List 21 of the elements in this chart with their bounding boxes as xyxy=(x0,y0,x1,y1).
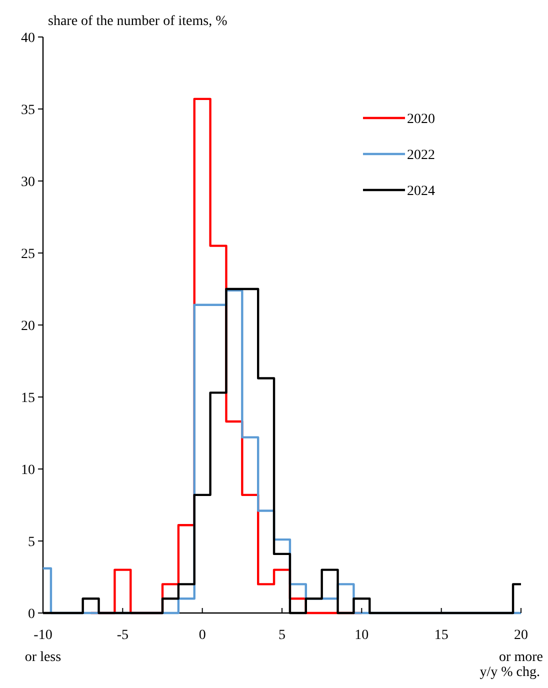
y-tick-label: 25 xyxy=(21,246,35,262)
legend-label: 2024 xyxy=(407,184,435,199)
x-axis-title: y/y % chg. xyxy=(480,665,540,680)
legend-label: 2022 xyxy=(407,148,435,163)
y-axis-title: share of the number of items, % xyxy=(48,14,228,29)
x-tick-label: 15 xyxy=(434,628,448,643)
x-tick-label: -5 xyxy=(116,628,129,643)
y-tick-label: 0 xyxy=(28,606,35,622)
y-tick-label: 30 xyxy=(21,174,35,190)
y-tick-label: 20 xyxy=(21,318,35,334)
x-tick-label: -10 or less xyxy=(24,628,62,665)
x-tick-label: 0 xyxy=(198,628,206,643)
x-tick-label: 5 xyxy=(278,628,286,643)
x-tick-label: 20 or more xyxy=(499,628,543,665)
y-tick-label: 40 xyxy=(21,30,35,46)
y-tick-label: 15 xyxy=(21,390,35,406)
y-tick-label: 5 xyxy=(28,534,35,550)
y-tick-label: 35 xyxy=(21,102,35,118)
x-tick-label: 10 xyxy=(354,628,369,643)
legend-label: 2020 xyxy=(407,112,435,127)
y-tick-label: 10 xyxy=(21,462,35,478)
